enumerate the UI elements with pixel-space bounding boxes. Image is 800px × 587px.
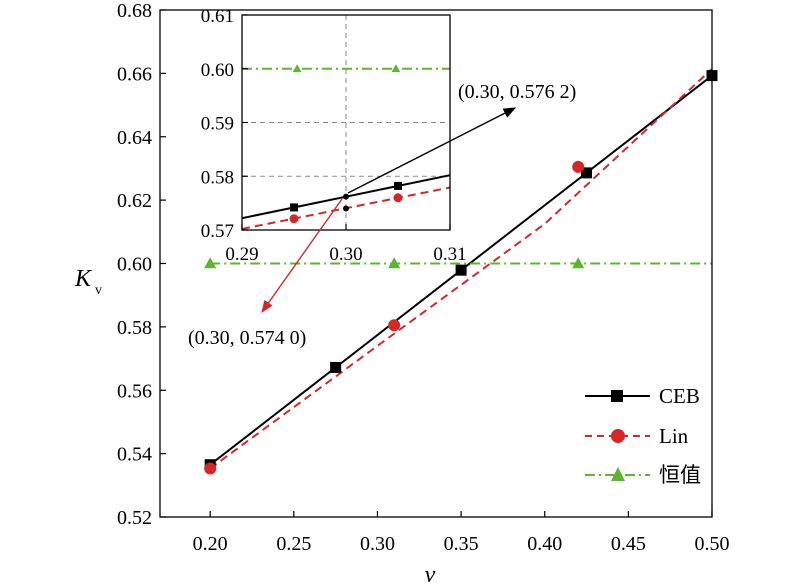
main-point-1-2	[572, 160, 585, 173]
main-x-tick-label: 0.25	[276, 533, 311, 555]
main-y-tick-label: 0.66	[117, 63, 152, 85]
legend-label-constant: 恒值	[659, 463, 701, 487]
main-point-2-1	[388, 257, 401, 269]
main-y-tick-label: 0.58	[117, 317, 152, 339]
main-plot: 0.20 0.25 0.30 0.35 0.40 0.45 0.50 0.520.540.5…	[74, 0, 730, 587]
main-point-1-0	[204, 462, 217, 475]
main-point-0-1	[330, 361, 342, 373]
main-x-ticks: 0.20 0.25 0.30 0.35 0.40 0.45 0.50	[193, 511, 730, 555]
main-x-tick-label: 0.30	[360, 533, 395, 555]
y-axis-title: K v	[74, 266, 102, 298]
main-x-tick-label: 0.40	[527, 533, 562, 555]
inset-grid	[242, 15, 450, 230]
annotation-arrow-ceb	[347, 107, 517, 194]
inset-markers	[289, 64, 403, 224]
legend-marker-constant	[611, 467, 625, 481]
inset-y-ticks: 0.57 0.58 0.59 0.60 0.61	[201, 6, 248, 242]
legend-label-lin: Lin	[659, 424, 689, 448]
annotation-label-lin: (0.30, 0.574 0)	[188, 327, 306, 349]
main-x-tick-label: 0.50	[695, 533, 730, 555]
y-axis-title-main: K	[74, 266, 93, 292]
annotations: (0.30, 0.576 2) (0.30, 0.574 0)	[188, 81, 576, 349]
main-point-1-1	[388, 319, 401, 332]
inset-point-1-0	[289, 214, 299, 224]
annotation-arrow-lin	[261, 198, 343, 314]
main-y-tick-label: 0.56	[117, 380, 152, 402]
main-y-tick-label: 0.54	[117, 444, 152, 466]
inset-highlight-point-0	[343, 193, 349, 200]
inset-y-tick-label: 0.58	[201, 167, 234, 188]
main-y-tick-label: 0.60	[117, 254, 152, 276]
inset-y-tick-label: 0.60	[201, 60, 234, 81]
inset-y-tick-label: 0.57	[201, 221, 234, 242]
legend-item-lin: Lin	[585, 424, 689, 448]
inset-x-ticks: 0.29 0.30 0.31	[225, 224, 467, 265]
inset-plot: 0.29 0.30 0.31 0.57 0.58 0.59 0.60 0.61	[201, 6, 467, 265]
main-point-0-2	[455, 264, 467, 276]
main-point-2-0	[204, 257, 217, 269]
main-y-tick-label: 0.52	[117, 507, 152, 529]
legend-marker-lin	[611, 429, 625, 443]
main-y-tick-label: 0.64	[117, 127, 152, 149]
x-axis-title: v	[425, 562, 436, 587]
legend-label-ceb: CEB	[659, 384, 700, 408]
main-x-tick-label: 0.45	[611, 533, 646, 555]
inset-x-tick-label: 0.30	[329, 244, 362, 265]
inset-x-tick-label: 0.29	[225, 244, 258, 265]
inset-point-0-1	[394, 181, 402, 190]
legend-marker-ceb	[611, 390, 623, 402]
inset-point-0-0	[290, 203, 298, 212]
legend: CEB Lin 恒值	[585, 384, 701, 487]
main-y-tick-label: 0.68	[117, 0, 152, 22]
inset-highlight-point-1	[343, 205, 349, 212]
inset-point-2-1	[391, 64, 401, 73]
main-x-tick-label: 0.35	[444, 533, 479, 555]
annotation-label-ceb: (0.30, 0.576 2)	[458, 81, 576, 103]
legend-item-ceb: CEB	[585, 384, 700, 408]
main-x-tick-label: 0.20	[193, 533, 228, 555]
inset-point-1-1	[393, 193, 403, 203]
inset-point-2-0	[292, 64, 302, 73]
legend-item-constant: 恒值	[585, 463, 701, 487]
inset-y-tick-label: 0.59	[201, 114, 234, 135]
main-point-0-3	[581, 167, 593, 179]
main-point-2-2	[572, 257, 585, 269]
main-y-tick-label: 0.62	[117, 190, 152, 212]
main-markers	[204, 70, 718, 475]
inset-x-tick-label: 0.31	[433, 244, 466, 265]
y-axis-title-subscript: v	[95, 283, 102, 298]
main-y-ticks: 0.52 0.54 0.56 0.58 0.60 0.62 0.64 0.66 0.68	[117, 0, 166, 529]
inset-y-tick-label: 0.61	[201, 6, 234, 27]
